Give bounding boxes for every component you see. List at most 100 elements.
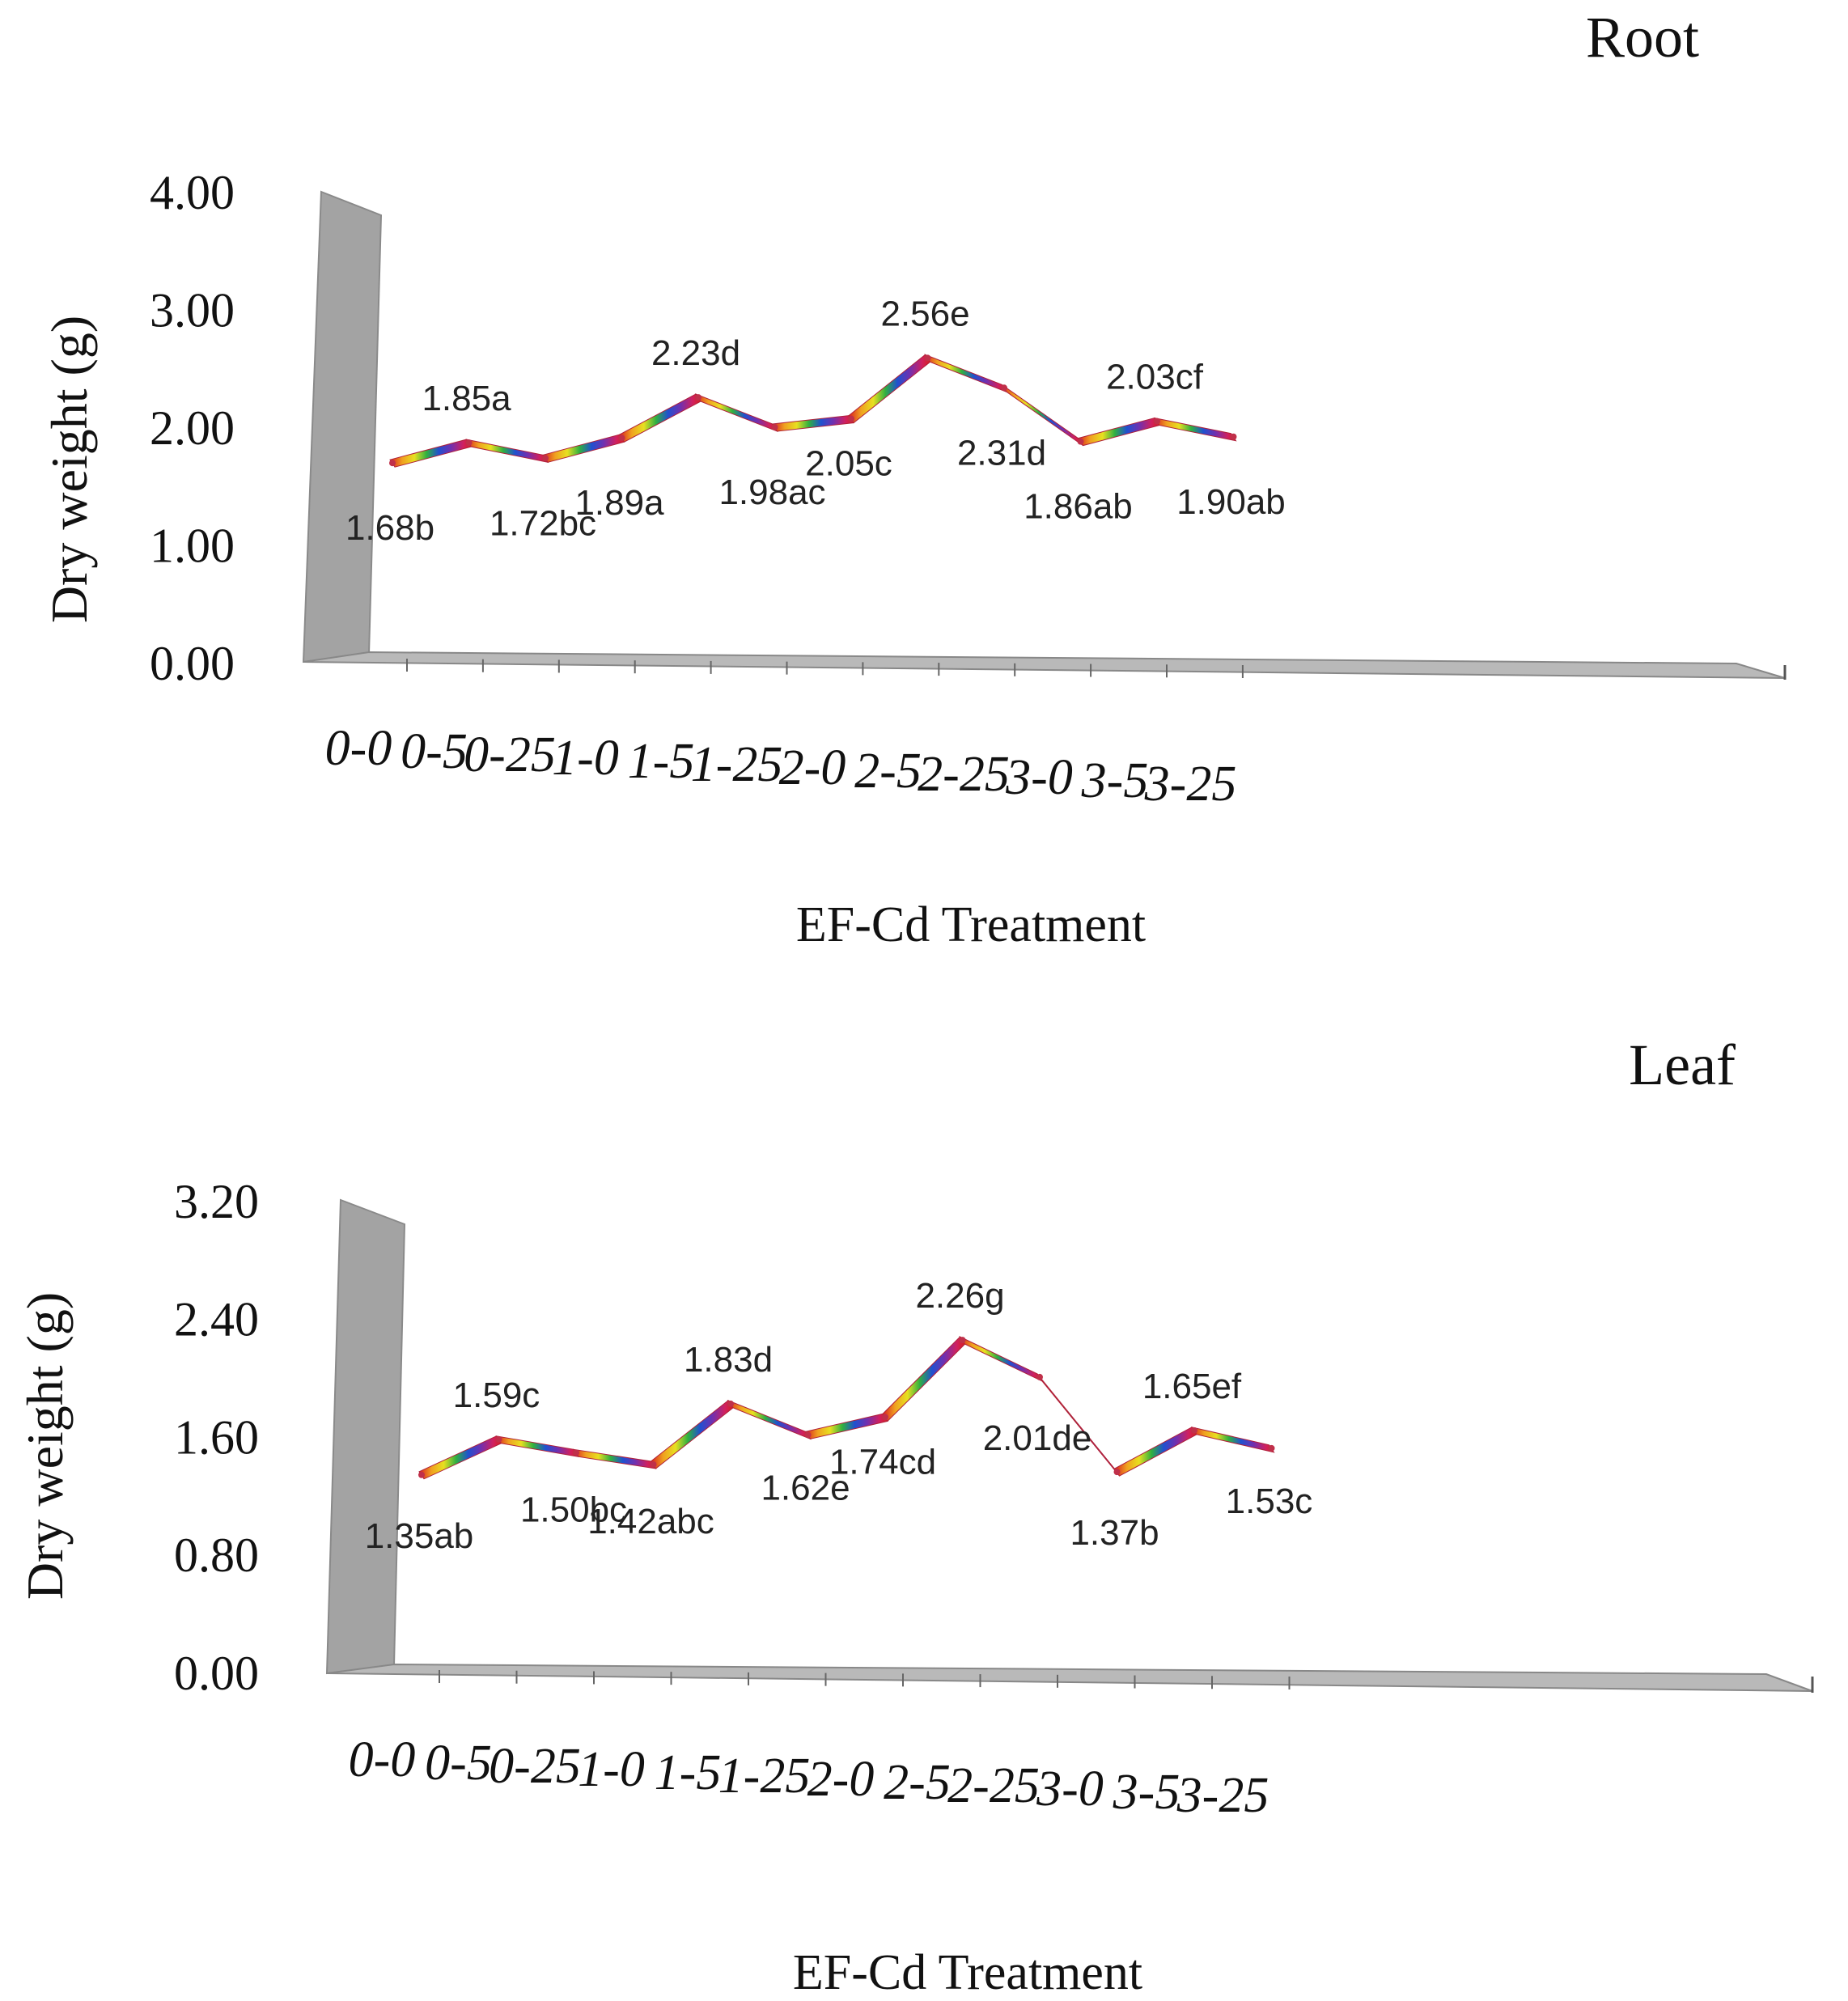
x-tick-label: 1-5 (628, 734, 695, 789)
line-segment (418, 1435, 502, 1480)
data-point (848, 415, 854, 422)
x-tick-label: 1-0 (578, 1742, 645, 1797)
line-segment (771, 415, 854, 432)
y-tick-label: 0.00 (150, 637, 235, 690)
x-tick-label: 1-25 (691, 737, 783, 792)
y-tick-label: 0.80 (174, 1528, 259, 1582)
x-tick-label: 2-25 (918, 747, 1010, 802)
x-tick-label: 3-25 (1144, 757, 1237, 812)
x-axis-label: EF-Cd Treatment (796, 897, 1146, 952)
data-point (882, 1414, 888, 1421)
data-label: 2.03cf (1106, 358, 1204, 397)
data-point (495, 1435, 502, 1443)
x-tick-label: 3-5 (1113, 1765, 1180, 1820)
data-label: 1.72bc (490, 503, 596, 543)
data-point (771, 423, 778, 430)
data-label: 1.68b (345, 508, 434, 548)
x-tick-label: 2-0 (779, 740, 846, 795)
data-label: 2.31d (957, 433, 1046, 473)
data-label: 1.90ab (1176, 482, 1286, 522)
leaf-chart: Leaf Dry weight (g) EF-Cd Treatment 0.00… (16, 1032, 1814, 2000)
data-point (959, 1337, 966, 1344)
line-segment (1077, 417, 1160, 447)
data-point (618, 435, 625, 442)
line-segment (389, 439, 473, 468)
y-tick-label: 3.20 (174, 1175, 259, 1228)
data-label: 1.86ab (1024, 487, 1133, 527)
data-point (1001, 384, 1007, 392)
data-label: 2.05c (805, 444, 892, 484)
data-point (573, 1449, 579, 1456)
data-point (1036, 1373, 1043, 1380)
data-label: 1.37b (1070, 1513, 1159, 1553)
x-tick-label: 2-5 (854, 744, 922, 799)
data-label: 1.89a (574, 483, 664, 523)
data-label: 1.74cd (829, 1442, 936, 1482)
line-segment (542, 434, 625, 463)
data-point (1230, 433, 1237, 440)
line-segment (694, 393, 778, 432)
y-tick-label: 2.40 (174, 1293, 259, 1346)
line-segment (848, 354, 931, 424)
x-tick-label: 0-5 (425, 1736, 492, 1791)
x-tick-label: 2-5 (884, 1755, 951, 1810)
y-tick-label: 1.00 (150, 519, 235, 573)
line-segment (924, 354, 1008, 393)
line-segment (882, 1336, 966, 1422)
line-segment (959, 1335, 1044, 1383)
back-wall (325, 1198, 406, 1675)
data-label: 1.53c (1226, 1482, 1313, 1521)
series (418, 1335, 1275, 1480)
line-segment (1190, 1427, 1275, 1453)
data-point (389, 460, 396, 467)
data-label: 1.59c (453, 1376, 540, 1415)
y-tick-label: 2.00 (150, 401, 235, 455)
x-tick-label: 3-0 (1005, 750, 1073, 805)
x-tick-label: 0-5 (401, 724, 468, 779)
line-segment (618, 393, 701, 443)
data-label: 1.65ef (1142, 1367, 1242, 1406)
data-point (804, 1431, 812, 1439)
data-label: 1.85a (422, 379, 511, 418)
data-point (1191, 1427, 1197, 1434)
data-point (1113, 1469, 1121, 1476)
line-segment (495, 1435, 580, 1458)
chart-title: Root (1586, 5, 1699, 70)
data-point (727, 1400, 734, 1407)
x-tick-label: 3-5 (1081, 753, 1149, 808)
chart-title: Leaf (1629, 1032, 1736, 1097)
line-segment (1153, 417, 1237, 442)
data-label: 1.35ab (365, 1516, 474, 1556)
data-label: 1.50bc (520, 1490, 627, 1529)
data-label: 1.98ac (718, 473, 825, 512)
y-tick-label: 1.60 (174, 1410, 259, 1464)
line-segment (650, 1400, 734, 1469)
y-ticks: 0.00 1.00 2.00 3.00 4.00 (150, 166, 235, 690)
y-tick-label: 3.00 (150, 284, 235, 337)
y-tick-label: 0.00 (174, 1647, 259, 1700)
x-ticks: 0-0 0-50-251-0 1-51-252-0 2-52-253-0 3-53-25 (325, 659, 1244, 812)
data-point (418, 1471, 425, 1478)
x-tick-label: 1-5 (655, 1745, 722, 1800)
data-point (1268, 1444, 1275, 1452)
x-tick-label: 1-0 (552, 731, 619, 786)
y-tick-label: 4.00 (150, 166, 235, 219)
line-segment (1113, 1427, 1197, 1477)
line-segment (804, 1413, 888, 1439)
root-chart: Root Dry weight (g) EF-Cd Treatment 0.00… (40, 5, 1787, 952)
floor (303, 651, 1786, 679)
series (389, 354, 1237, 468)
x-axis-label: EF-Cd Treatment (793, 1945, 1142, 2000)
line-segment (465, 439, 549, 464)
x-tick-label: 0-0 (349, 1732, 416, 1787)
data-point (542, 455, 549, 462)
y-ticks: 0.00 0.80 1.60 2.40 3.20 (174, 1175, 259, 1700)
back-wall (302, 190, 383, 663)
data-label: 1.83d (684, 1340, 773, 1380)
data-point (695, 394, 701, 401)
x-tick-label: 3-0 (1036, 1761, 1104, 1817)
x-tick-label: 0-25 (464, 727, 556, 782)
